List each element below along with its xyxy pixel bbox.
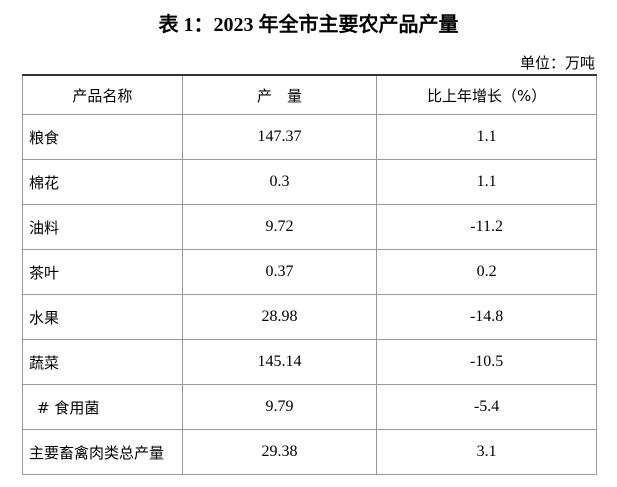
output: 147.37 — [181, 114, 378, 160]
table-row: 粮食 147.37 1.1 — [22, 114, 597, 160]
growth: 1.1 — [376, 114, 597, 160]
output: 29.38 — [181, 429, 378, 475]
column-header: 产品名称 — [22, 74, 183, 115]
product-name: 粮食 — [22, 114, 183, 160]
output: 0.3 — [181, 159, 378, 205]
product-name: 棉花 — [22, 159, 183, 205]
product-name: 茶叶 — [22, 249, 183, 295]
output: 28.98 — [181, 294, 378, 340]
column-header: 比上年增长（%） — [376, 74, 597, 115]
product-name: 油料 — [22, 204, 183, 250]
output: 9.72 — [181, 204, 378, 250]
growth: -14.8 — [376, 294, 597, 340]
table-row: 水果 28.98 -14.8 — [22, 294, 597, 340]
table-row: 主要畜禽肉类总产量 29.38 3.1 — [22, 429, 597, 475]
table-row: 蔬菜 145.14 -10.5 — [22, 339, 597, 385]
growth: 3.1 — [376, 429, 597, 475]
growth: 0.2 — [376, 249, 597, 295]
title: 表 1：2023 年全市主要农产品产量 — [158, 14, 459, 36]
table: 产品名称 产 量 比上年增长（%） 粮食 147.37 1.1 棉花 0.3 1.1 油料 9… — [22, 74, 597, 475]
output: 9.79 — [181, 384, 378, 430]
table-row: 棉花 0.3 1.1 — [22, 159, 597, 205]
table-body: 粮食 147.37 1.1 棉花 0.3 1.1 油料 9.72 -11.2 茶叶 0.37 0.2 水… — [22, 114, 597, 475]
product-name: 主要畜禽肉类总产量 — [22, 429, 183, 475]
growth: 1.1 — [376, 159, 597, 205]
unit: 单位：万吨 — [519, 54, 595, 72]
growth: -11.2 — [376, 204, 597, 250]
table-header: 产品名称 产 量 比上年增长（%） — [22, 74, 597, 115]
table-row: # 食用菌 9.79 -5.4 — [22, 384, 597, 430]
growth: -5.4 — [376, 384, 597, 430]
product-name: 蔬菜 — [22, 339, 183, 385]
header-row: 产品名称 产 量 比上年增长（%） — [22, 74, 597, 115]
growth: -10.5 — [376, 339, 597, 385]
column-header: 产 量 — [181, 74, 378, 115]
table-row: 油料 9.72 -11.2 — [22, 204, 597, 250]
output: 0.37 — [181, 249, 378, 295]
table-row: 茶叶 0.37 0.2 — [22, 249, 597, 295]
product-name: # 食用菌 — [22, 384, 183, 430]
output: 145.14 — [181, 339, 378, 385]
product-name: 水果 — [22, 294, 183, 340]
